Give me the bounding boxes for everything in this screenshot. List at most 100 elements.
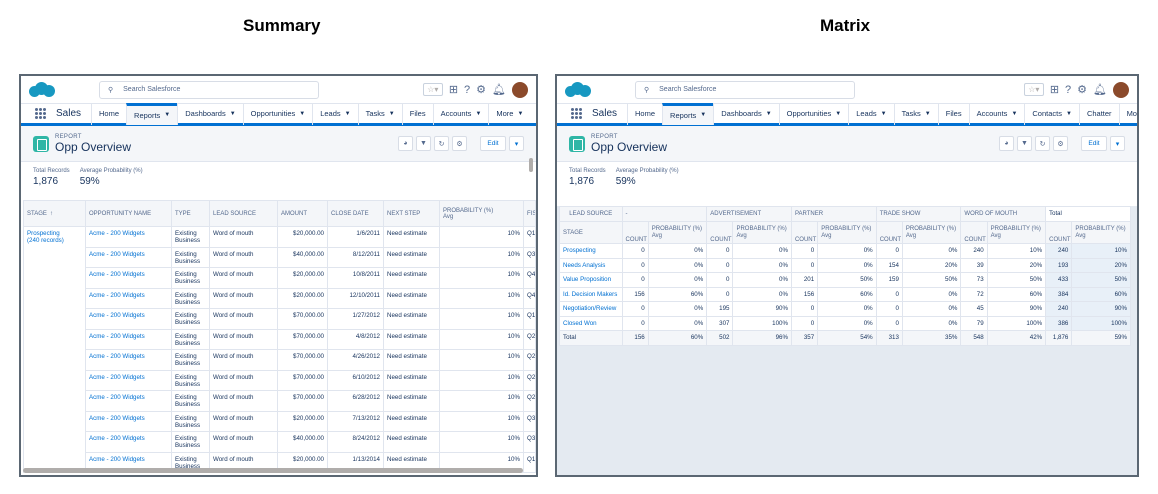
salesforce-logo-icon[interactable] (565, 81, 591, 98)
chevron-down-icon[interactable]: ▾ (509, 136, 524, 151)
opportunity-name-cell[interactable]: Acme - 200 Widgets (85, 349, 172, 371)
group-header[interactable]: WORD OF MOUTH (960, 206, 1047, 222)
opportunity-name-cell[interactable]: Acme - 200 Widgets (85, 267, 172, 289)
nav-item-files[interactable]: Files (401, 102, 433, 125)
opportunity-name-cell[interactable]: Acme - 200 Widgets (85, 390, 172, 412)
nav-item-opportunities[interactable]: Opportunities ▼ (778, 102, 849, 125)
opportunity-name-cell[interactable]: Acme - 200 Widgets (85, 246, 172, 268)
group-header[interactable]: Total (1045, 206, 1131, 222)
app-launcher-icon[interactable] (571, 108, 582, 119)
nav-item-accounts[interactable]: Accounts ▼ (432, 102, 489, 125)
add-icon[interactable]: ⊞ (1049, 84, 1060, 96)
stage-cell[interactable]: Prospecting (559, 243, 623, 259)
column-header[interactable]: PROBABILITY (%) Avg (439, 200, 524, 227)
add-icon[interactable]: ⊞ (448, 84, 459, 96)
help-icon[interactable]: ? (1065, 83, 1072, 96)
refresh-icon[interactable]: ↻ (434, 136, 449, 151)
chevron-down-icon[interactable]: ▼ (835, 110, 842, 117)
chevron-down-icon[interactable]: ▼ (880, 110, 887, 117)
nav-item-more[interactable]: More▼ (1118, 102, 1137, 125)
chevron-down-icon[interactable]: ▼ (1066, 110, 1072, 117)
filter-icon[interactable]: ▼ (416, 136, 431, 151)
nav-item-tasks[interactable]: Tasks ▼ (357, 102, 402, 125)
nav-item-reports[interactable]: Reports ▼ (126, 102, 178, 125)
group-header[interactable]: - (622, 206, 708, 222)
chevron-down-icon[interactable]: ▼ (299, 110, 306, 117)
nav-item-more[interactable]: More▼ (488, 102, 530, 125)
group-label[interactable]: Prospecting (27, 230, 60, 237)
search-input[interactable]: ⚲ Search Salesforce (99, 80, 319, 99)
salesforce-logo-icon[interactable] (29, 81, 55, 98)
filter-icon[interactable]: ▼ (1017, 136, 1032, 151)
count-header[interactable]: COUNT (875, 221, 903, 244)
count-header[interactable]: COUNT (621, 221, 649, 244)
stage-cell[interactable]: Closed Won (559, 315, 623, 331)
chevron-down-icon[interactable]: ▼ (475, 110, 482, 117)
search-input[interactable]: ⚲ Search Salesforce (635, 80, 855, 99)
nav-item-home[interactable]: Home (91, 102, 126, 125)
opportunity-name-cell[interactable]: Acme - 200 Widgets (85, 431, 172, 453)
app-launcher-icon[interactable] (35, 108, 46, 119)
avatar[interactable] (512, 81, 528, 98)
opportunity-name-cell[interactable]: Acme - 200 Widgets (85, 410, 172, 432)
group-header[interactable]: PARTNER (790, 206, 877, 222)
chart-toggle-icon[interactable]: ◕ (398, 136, 413, 151)
stage-cell[interactable]: Needs Analysis (559, 257, 623, 273)
notifications-bell-icon[interactable]: 🔔︎ (492, 84, 506, 96)
nav-item-dashboards[interactable]: Dashboards ▼ (177, 102, 242, 125)
opportunity-name-cell[interactable]: Acme - 200 Widgets (85, 308, 172, 330)
probability-header[interactable]: PROBABILITY (%) Avg (732, 221, 792, 244)
sort-arrow-icon[interactable]: ↑ (49, 210, 53, 217)
vertical-scrollbar[interactable] (529, 158, 533, 172)
nav-item-opportunities[interactable]: Opportunities ▼ (242, 102, 313, 125)
column-header[interactable]: FIS (523, 200, 536, 227)
group-header[interactable]: ADVERTISEMENT (706, 206, 792, 222)
column-header[interactable]: CLOSE DATE (327, 200, 384, 227)
nav-item-leads[interactable]: Leads ▼ (848, 102, 893, 125)
count-header[interactable]: COUNT (790, 221, 819, 244)
refresh-icon[interactable]: ↻ (1035, 136, 1050, 151)
notifications-bell-icon[interactable]: 🔔︎ (1093, 84, 1107, 96)
opportunity-name-cell[interactable]: Acme - 200 Widgets (85, 369, 172, 391)
help-icon[interactable]: ? (464, 83, 471, 96)
nav-item-contacts[interactable]: Contacts ▼ (1024, 102, 1079, 125)
avatar[interactable] (1113, 81, 1129, 98)
column-header[interactable]: STAGE ↑ (23, 200, 86, 227)
settings-gear-icon[interactable]: ⚙ (452, 136, 467, 151)
chevron-down-icon[interactable]: ▼ (229, 110, 236, 117)
opportunity-name-cell[interactable]: Acme - 200 Widgets (85, 287, 172, 309)
stage-cell[interactable]: Negotiation/Review (559, 301, 623, 317)
opportunity-name-cell[interactable]: Acme - 200 Widgets (85, 328, 172, 350)
probability-header[interactable]: PROBABILITY (%) Avg (986, 221, 1047, 244)
nav-item-accounts[interactable]: Accounts ▼ (968, 102, 1025, 125)
edit-button[interactable]: Edit (1081, 136, 1107, 151)
stage-cell[interactable]: Id. Decision Makers (559, 286, 623, 302)
chevron-down-icon[interactable]: ▼ (388, 110, 395, 117)
chevron-down-icon[interactable]: ▼ (517, 110, 524, 117)
favorites-star-icon[interactable]: ☆▾ (1023, 83, 1044, 96)
count-header[interactable]: COUNT (706, 221, 734, 244)
chevron-down-icon[interactable]: ▾ (1110, 136, 1125, 151)
opportunity-name-cell[interactable]: Acme - 200 Widgets (85, 226, 172, 248)
favorites-star-icon[interactable]: ☆▾ (422, 83, 443, 96)
column-header[interactable]: TYPE (171, 200, 210, 227)
nav-item-dashboards[interactable]: Dashboards ▼ (713, 102, 778, 125)
column-header[interactable]: AMOUNT (277, 200, 328, 227)
nav-item-reports[interactable]: Reports ▼ (662, 102, 714, 125)
chevron-down-icon[interactable]: ▼ (344, 110, 351, 117)
column-header[interactable]: LEAD SOURCE (209, 200, 278, 227)
group-header[interactable]: TRADE SHOW (875, 206, 962, 222)
stage-cell[interactable]: Value Proposition (559, 272, 623, 288)
nav-item-leads[interactable]: Leads ▼ (312, 102, 357, 125)
column-header[interactable]: NEXT STEP (383, 200, 440, 227)
chevron-down-icon[interactable]: ▼ (700, 112, 707, 118)
chevron-down-icon[interactable]: ▼ (1011, 110, 1018, 117)
chevron-down-icon[interactable]: ▼ (924, 110, 931, 117)
chevron-down-icon[interactable]: ▼ (164, 112, 171, 118)
chart-toggle-icon[interactable]: ◕ (999, 136, 1014, 151)
nav-item-chatter[interactable]: Chatter (1078, 102, 1119, 125)
probability-header[interactable]: PROBABILITY (%) Avg (1071, 221, 1131, 244)
chevron-down-icon[interactable]: ▼ (765, 110, 772, 117)
horizontal-scrollbar[interactable] (23, 468, 523, 473)
column-header[interactable]: OPPORTUNITY NAME (85, 200, 172, 227)
